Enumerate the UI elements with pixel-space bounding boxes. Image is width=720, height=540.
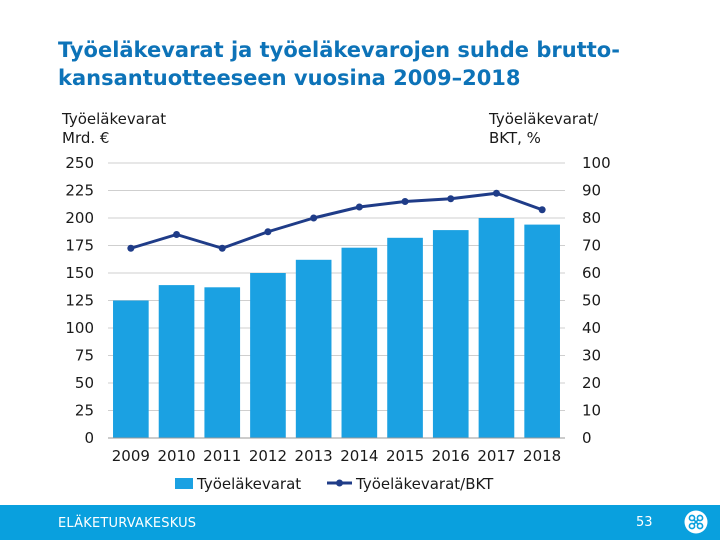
y-tick-label-left: 200 <box>65 209 94 227</box>
line-point <box>310 214 318 222</box>
footer-bar: ELÄKETURVAKESKUS 53 <box>0 505 720 540</box>
legend-swatch-bar <box>175 478 193 489</box>
legend-label-bar: Työeläkevarat <box>196 475 301 493</box>
bar <box>295 259 332 438</box>
y-tick-label-left: 175 <box>65 237 94 255</box>
legend-swatch-marker <box>336 479 343 487</box>
y-tick-label-right: 60 <box>582 264 601 282</box>
y-tick-label-right: 10 <box>582 402 601 420</box>
line-point <box>218 244 226 252</box>
x-tick-label: 2013 <box>295 447 333 465</box>
line-series <box>127 189 546 252</box>
line-point <box>447 195 455 203</box>
x-tick-label: 2016 <box>432 447 470 465</box>
y-tick-label-right: 100 <box>582 154 611 172</box>
y-tick-label-right: 30 <box>582 347 601 365</box>
y-tick-label-left: 0 <box>84 429 94 447</box>
y-tick-label-left: 125 <box>65 292 94 310</box>
bar <box>250 273 286 438</box>
y-tick-label-left: 150 <box>65 264 94 282</box>
x-tick-label: 2011 <box>203 447 241 465</box>
page-number: 53 <box>636 515 653 530</box>
y-tick-label-right: 40 <box>582 319 601 337</box>
bar <box>432 230 469 438</box>
x-tick-label: 2017 <box>477 447 515 465</box>
y-tick-label-left: 75 <box>75 347 94 365</box>
bar <box>204 287 241 438</box>
y-tick-label-right: 20 <box>582 374 601 392</box>
x-tick-label: 2009 <box>112 447 150 465</box>
bar <box>113 300 149 438</box>
axes: 0 25 50 75 100 125 150 175 200 225 250 0 10 20 30 40 50 6… <box>61 110 611 465</box>
y-tick-label-left: 250 <box>65 154 94 172</box>
footer-organization: ELÄKETURVAKESKUS <box>58 516 197 531</box>
x-tick-label: 2014 <box>340 447 378 465</box>
line-point <box>538 206 546 214</box>
etk-logo-icon <box>684 510 708 534</box>
line-point <box>264 228 272 236</box>
legend-label-line: Työeläkevarat/BKT <box>355 475 494 493</box>
bar <box>524 224 560 438</box>
y-axis-title-left: Mrd. € <box>62 129 109 147</box>
y-tick-label-right: 0 <box>582 429 592 447</box>
bar-series <box>113 218 560 438</box>
bar <box>478 218 515 438</box>
slide-title-line-1: Työeläkevarat ja työeläkevarojen suhde b… <box>58 38 620 62</box>
bar <box>158 285 195 438</box>
y-axis-title-left: Työeläkevarat <box>61 110 166 128</box>
line-point <box>492 189 500 197</box>
slide-title-line-2: kansantuotteeseen vuosina 2009–2018 <box>58 66 521 90</box>
slide-title: Työeläkevarat ja työeläkevarojen suhde b… <box>58 36 678 92</box>
line-point <box>401 198 409 205</box>
y-tick-label-left: 225 <box>65 182 94 200</box>
line-series-path <box>130 191 543 250</box>
legend: Työeläkevarat Työeläkevarat/BKT <box>175 475 494 493</box>
y-tick-label-right: 50 <box>582 292 601 310</box>
x-tick-label: 2010 <box>157 447 195 465</box>
y-tick-label-right: 90 <box>582 182 601 200</box>
line-point <box>355 203 363 211</box>
y-tick-label-left: 100 <box>65 319 94 337</box>
line-point <box>127 244 135 252</box>
y-axis-title-right: BKT, % <box>489 129 541 147</box>
y-axis-title-right: Työeläkevarat/ <box>488 110 599 128</box>
chart: 0 25 50 75 100 125 150 175 200 225 250 0 10 20 30 40 50 6… <box>61 110 611 493</box>
bar <box>387 237 423 438</box>
x-tick-label: 2012 <box>249 447 287 465</box>
y-tick-label-left: 50 <box>75 374 94 392</box>
line-point <box>173 231 181 238</box>
y-tick-label-right: 70 <box>582 237 601 255</box>
y-tick-label-right: 80 <box>582 209 601 227</box>
y-tick-label-left: 25 <box>75 402 94 420</box>
x-tick-label: 2018 <box>523 447 561 465</box>
bar <box>341 247 378 438</box>
x-tick-label: 2015 <box>386 447 424 465</box>
